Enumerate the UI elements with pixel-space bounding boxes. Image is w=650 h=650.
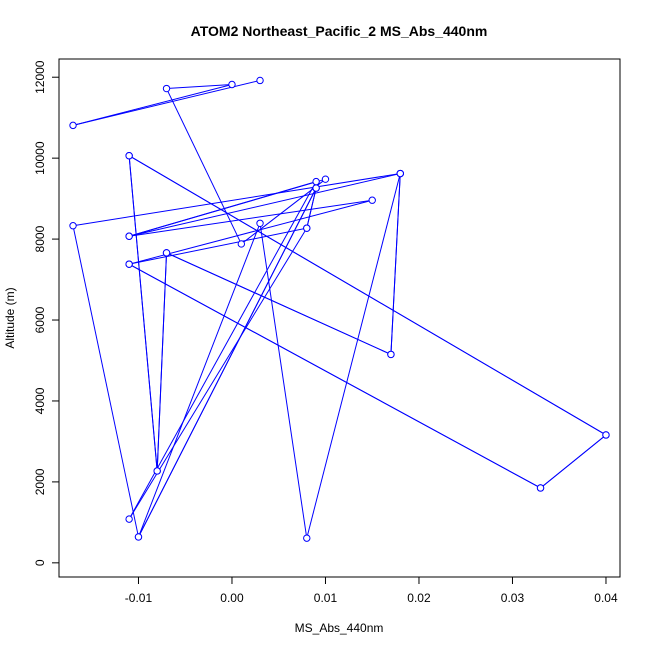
data-point: [602, 431, 610, 439]
chart-title: ATOM2 Northeast_Pacific_2 MS_Abs_440nm: [191, 23, 488, 39]
data-point: [387, 350, 395, 359]
series-line-segment: [72, 84, 233, 126]
series-line-segment: [129, 199, 373, 237]
series-line-segment: [128, 181, 317, 520]
y-tick-label: 4000: [33, 387, 47, 414]
x-tick-label: 0.02: [407, 591, 431, 605]
y-tick-label: 2000: [33, 468, 47, 495]
series-line-segment: [166, 83, 233, 90]
series-line-segment: [138, 187, 317, 538]
series-line-segment: [259, 223, 308, 539]
data-point: [396, 169, 404, 178]
series-line-segment: [128, 155, 607, 436]
plot-frame: [58, 58, 621, 578]
series-line-segment: [128, 181, 317, 237]
data-point: [69, 222, 77, 230]
data-point: [536, 484, 545, 492]
series-line-segment: [129, 227, 307, 265]
y-axis-label: Altitude (m): [3, 287, 17, 348]
data-point: [303, 224, 311, 232]
data-point: [237, 240, 246, 248]
x-tick-label: 0.03: [501, 591, 525, 605]
y-tick-label: 10000: [33, 141, 47, 175]
data-point: [303, 534, 311, 542]
series-line-segment: [138, 223, 261, 538]
y-tick-label: 8000: [33, 225, 47, 252]
data-point: [256, 76, 264, 85]
data-point: [321, 175, 330, 183]
data-point: [69, 121, 77, 130]
data-point: [162, 249, 171, 257]
data-point: [125, 260, 133, 268]
data-point: [312, 184, 320, 192]
data-point: [368, 196, 376, 204]
x-tick-label: 0.04: [594, 591, 618, 605]
data-point: [134, 533, 143, 541]
data-point: [125, 515, 133, 523]
series-line-segment: [306, 187, 317, 229]
series-line-segment: [166, 252, 392, 355]
series-line-segment: [128, 263, 541, 489]
y-tick-label: 6000: [33, 306, 47, 333]
series-lines: [72, 79, 607, 539]
x-axis-label: MS_Abs_440nm: [295, 621, 384, 635]
y-tick-label: 0: [33, 559, 47, 566]
data-point: [153, 467, 161, 475]
y-tick-label: 12000: [33, 60, 47, 94]
series-line-segment: [128, 155, 158, 472]
data-point: [228, 80, 236, 89]
data-point: [125, 152, 133, 160]
x-tick-label: 0.00: [220, 591, 244, 605]
series-line-segment: [540, 434, 607, 489]
series-line-segment: [156, 252, 168, 471]
series-line-segment: [306, 173, 401, 539]
series-line-segment: [72, 79, 261, 126]
series-points: [69, 76, 610, 542]
series-line-segment: [166, 88, 242, 245]
x-tick-label: -0.01: [125, 591, 153, 605]
series-line-segment: [390, 173, 401, 355]
series-line-segment: [129, 173, 401, 237]
x-tick-label: 0.01: [314, 591, 338, 605]
data-point: [125, 232, 133, 240]
data-point: [162, 84, 171, 93]
series-line-segment: [72, 173, 401, 227]
data-point: [312, 177, 320, 186]
data-point: [256, 219, 264, 228]
series-line-segment: [72, 225, 139, 538]
